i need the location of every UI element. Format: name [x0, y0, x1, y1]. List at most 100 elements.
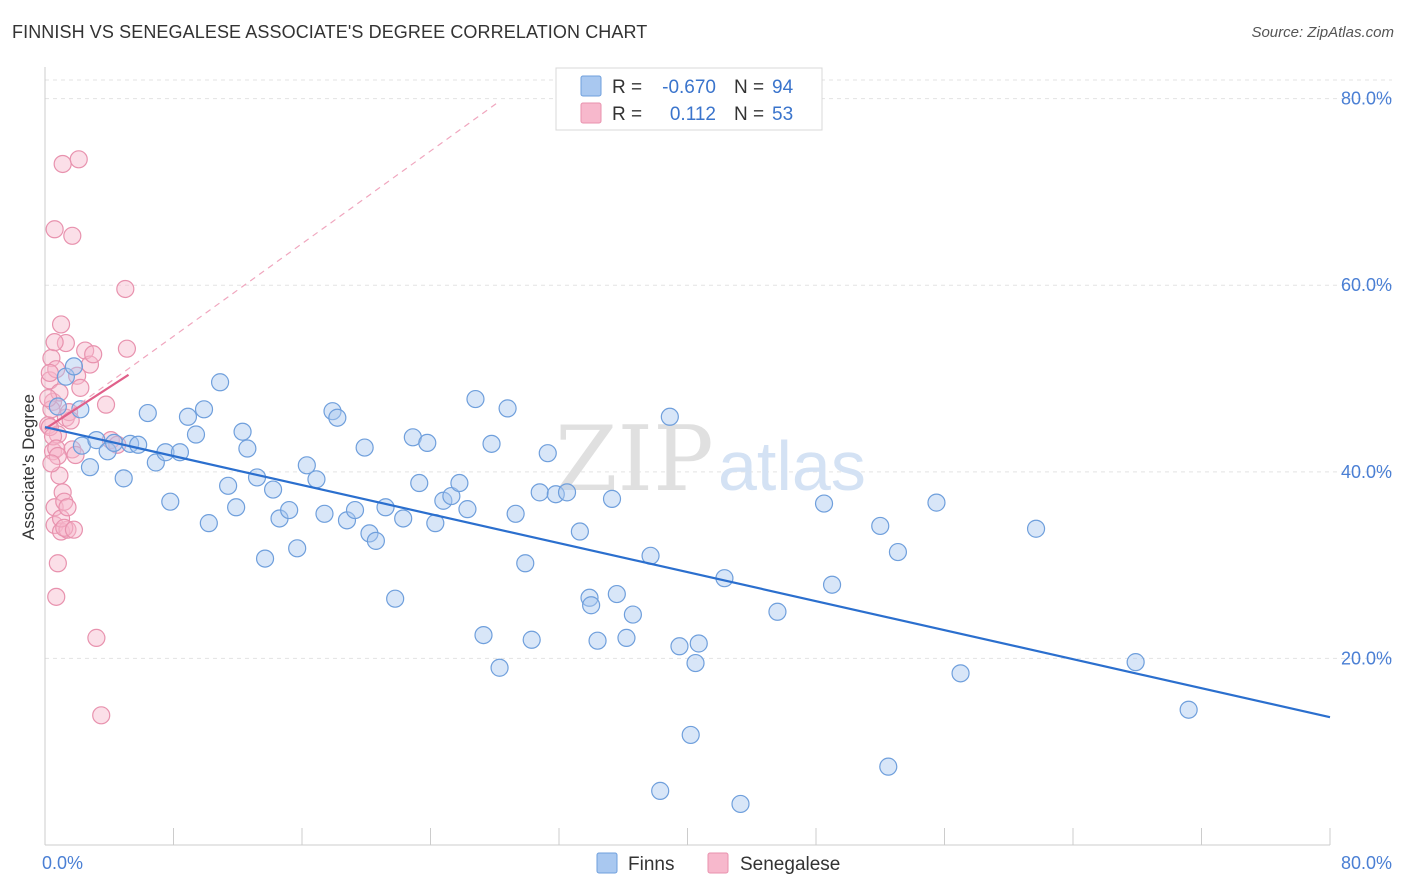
axes — [44, 67, 1331, 846]
x-tick-label: 80.0% — [1341, 853, 1392, 873]
watermark-zip: ZIP — [555, 407, 714, 512]
senegalese-point — [53, 154, 72, 174]
senegalese-point — [84, 345, 103, 364]
finns-point — [686, 653, 705, 673]
senegalese-point — [87, 628, 106, 647]
finns-point — [210, 373, 230, 392]
senegalese-point — [45, 220, 64, 239]
finns-point — [194, 400, 214, 419]
senegalese-point — [48, 554, 67, 573]
finns-point — [490, 658, 509, 677]
senegalese-point — [40, 363, 59, 383]
senegalese-point — [50, 383, 69, 402]
legend-finns-swatch — [580, 75, 602, 97]
finns-trend-line — [44, 425, 1331, 719]
finns-point — [557, 483, 577, 502]
finns-point — [255, 549, 275, 568]
senegalese-point — [92, 706, 111, 725]
finns-point — [233, 422, 252, 441]
tick-labels: 20.0% 40.0% 60.0% 80.0% 0.0% 80.0% — [42, 89, 1392, 873]
finns-point — [879, 757, 898, 776]
senegalese-point — [66, 445, 85, 465]
finns-point — [731, 794, 750, 814]
y-tick-label: 80.0% — [1341, 89, 1392, 109]
finns-point — [660, 407, 679, 426]
finns-point — [474, 625, 493, 645]
finns-point — [506, 504, 525, 523]
trend-lines — [44, 101, 1331, 719]
bottom-legend-sen-label: Senegalese — [740, 854, 840, 875]
senegalese-point — [117, 339, 137, 358]
finns-points — [48, 357, 1198, 814]
senegalese-point — [63, 226, 82, 245]
finns-point — [315, 504, 334, 523]
finns-point — [530, 483, 549, 502]
watermark-atlas: atlas — [718, 427, 866, 505]
legend-sen-n-label: N = — [734, 104, 764, 125]
finns-point — [129, 435, 148, 454]
finns-point — [48, 397, 67, 416]
finns-point — [366, 531, 385, 550]
finns-point — [822, 575, 842, 594]
legend-finns-n-label: N = — [734, 77, 764, 98]
finns-point — [689, 634, 708, 653]
senegalese-point — [47, 587, 66, 606]
y-tick-label: 60.0% — [1341, 275, 1392, 295]
finns-point — [651, 781, 670, 800]
finns-point — [138, 403, 157, 423]
legend-sen-n-value: 53 — [772, 104, 793, 125]
bottom-legend-sen-swatch — [707, 852, 729, 874]
finns-point — [227, 498, 246, 517]
finns-point — [582, 596, 601, 615]
finns-point — [466, 389, 485, 409]
finns-point — [386, 589, 405, 608]
finns-point — [345, 500, 365, 520]
senegalese-point — [42, 454, 61, 473]
senegalese-point — [45, 333, 64, 352]
senegalese-point — [116, 279, 135, 299]
finns-point — [80, 458, 100, 477]
finns-point — [951, 664, 970, 683]
legend-finns-r-value: -0.670 — [662, 77, 716, 98]
finns-point — [114, 469, 133, 488]
finns-point — [307, 470, 326, 489]
finns-point — [280, 500, 299, 520]
senegalese-point — [64, 520, 84, 539]
finns-point — [516, 554, 535, 573]
finns-point — [814, 494, 834, 513]
finns-point — [442, 486, 461, 506]
legend-sen-r-label: R = — [612, 104, 642, 125]
senegalese-trend-line — [44, 373, 130, 430]
legend-finns-n-value: 94 — [772, 77, 794, 98]
chart-title: FINNISH VS SENEGALESE ASSOCIATE'S DEGREE… — [12, 22, 648, 42]
finns-point — [546, 485, 565, 504]
finns-point — [450, 473, 469, 493]
finns-point — [623, 605, 642, 624]
finns-point — [538, 444, 557, 463]
finns-point — [360, 524, 379, 543]
finns-point — [64, 357, 84, 376]
senegalese-point — [51, 315, 71, 334]
finns-point — [247, 468, 267, 487]
legend-sen-swatch — [580, 102, 602, 124]
finns-point — [219, 476, 238, 495]
finns-point — [617, 628, 636, 647]
finns-point — [681, 725, 700, 745]
finns-point — [1126, 653, 1145, 672]
senegalese-point — [58, 498, 77, 517]
finns-point — [376, 498, 395, 517]
bottom-legend: Finns Senegalese — [596, 852, 840, 875]
finns-point — [238, 439, 257, 458]
finns-point — [498, 399, 517, 418]
watermark: ZIP atlas — [555, 407, 866, 512]
finns-point — [410, 473, 429, 493]
finns-point — [580, 588, 599, 607]
finns-point — [482, 434, 501, 453]
finns-point — [670, 637, 689, 656]
finns-point — [927, 493, 946, 512]
finns-point — [199, 514, 218, 533]
finns-point — [186, 425, 206, 444]
finns-point — [602, 489, 622, 508]
senegalese-point — [69, 150, 88, 169]
